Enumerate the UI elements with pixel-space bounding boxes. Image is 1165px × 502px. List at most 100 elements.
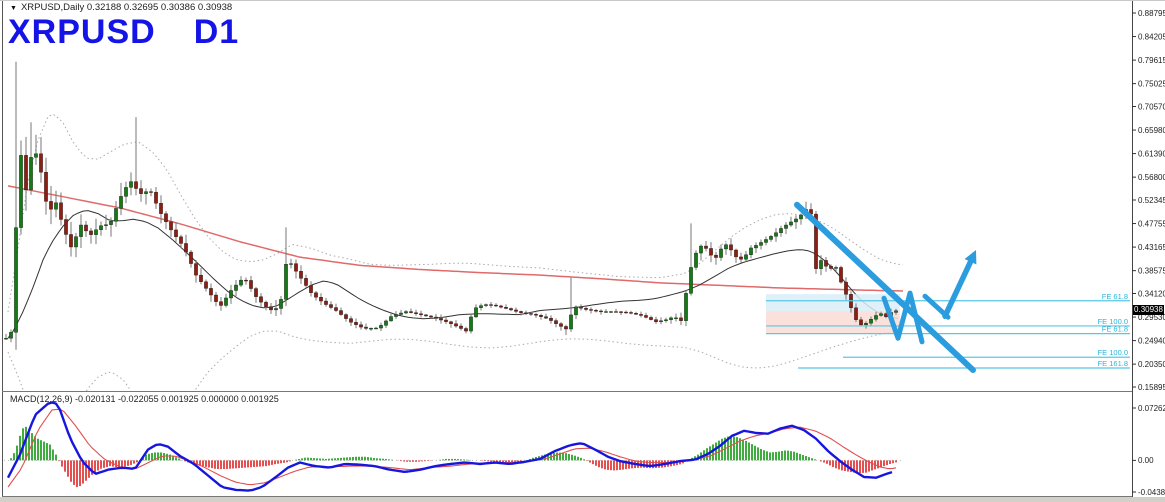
- candle: [309, 281, 313, 297]
- macd-main-line[interactable]: [6, 401, 893, 492]
- candle: [719, 244, 723, 261]
- candle: [14, 61, 18, 350]
- candle: [794, 215, 798, 229]
- candle: [199, 268, 203, 285]
- candle: [639, 311, 643, 318]
- candle: [149, 188, 153, 197]
- candle: [334, 303, 338, 313]
- candle: [49, 186, 53, 225]
- candle: [24, 136, 28, 211]
- candle: [764, 236, 768, 246]
- candle: [239, 276, 243, 287]
- macd-pane[interactable]: [4, 401, 902, 492]
- candle: [259, 293, 263, 307]
- candle: [174, 222, 178, 242]
- candle: [274, 299, 278, 316]
- window-bottom-edge: [0, 497, 1165, 502]
- candle: [154, 187, 158, 209]
- candle: [514, 307, 518, 314]
- candle: [289, 258, 293, 269]
- candle: [4, 333, 8, 340]
- last-price-badge: 0.30938: [1133, 305, 1164, 315]
- candle: [19, 140, 23, 235]
- up-arrow-head[interactable]: [964, 249, 977, 265]
- candle: [854, 303, 858, 323]
- candle: [319, 293, 323, 306]
- candle: [879, 311, 883, 317]
- candle: [574, 305, 578, 320]
- candle: [89, 227, 93, 244]
- candle: [269, 303, 273, 314]
- price-axis-label: 0.29530: [1138, 313, 1165, 322]
- candle: [84, 220, 88, 238]
- candle: [479, 303, 483, 311]
- candle: [244, 277, 248, 285]
- chevron-down-icon[interactable]: ▼: [10, 5, 17, 12]
- band-lower-dotted-line: [7, 330, 904, 391]
- macd-axis-label: -0.043867: [1138, 488, 1165, 497]
- candle: [819, 255, 823, 276]
- candle: [214, 291, 218, 307]
- price-axis-label: 0.38575: [1138, 266, 1165, 275]
- price-axis-label: 0.47755: [1138, 219, 1165, 228]
- candle: [304, 274, 308, 288]
- candle: [579, 304, 583, 311]
- candle: [364, 323, 368, 331]
- candle: [674, 313, 678, 322]
- candle: [564, 324, 568, 335]
- candle: [704, 240, 708, 252]
- price-axis-label: 0.24940: [1138, 336, 1165, 345]
- candle: [179, 234, 183, 249]
- price-axis[interactable]: 0.88795 0.84205 0.79615 0.75025 0.70570 0.659…: [1132, 9, 1165, 497]
- up-arrow-shaft[interactable]: [942, 259, 974, 319]
- zigzag-drawing[interactable]: [881, 290, 925, 345]
- watermark-timeframe: D1: [193, 13, 240, 51]
- price-pane[interactable]: [4, 61, 904, 451]
- candle: [724, 242, 728, 255]
- candle: [594, 308, 598, 313]
- chart-title-bar[interactable]: ▼ XRPUSD,Daily 0.32188 0.32695 0.30386 0.…: [10, 2, 232, 13]
- candle: [759, 239, 763, 250]
- price-axis-label: 0.84205: [1138, 32, 1165, 41]
- candle: [429, 315, 433, 319]
- candle: [534, 312, 538, 318]
- candle: [284, 227, 288, 307]
- candle: [39, 137, 43, 183]
- candle: [64, 214, 68, 245]
- down-trend-line[interactable]: [794, 201, 976, 373]
- fib-label: FE 100.0: [1098, 348, 1128, 357]
- candle: [424, 314, 428, 317]
- candle: [509, 307, 513, 312]
- ma-fast-black-line[interactable]: [7, 210, 899, 339]
- candle: [824, 257, 828, 272]
- candle: [219, 297, 223, 311]
- macd-signal-line[interactable]: [7, 408, 897, 488]
- candle: [139, 180, 143, 202]
- candle: [694, 250, 698, 271]
- candle: [449, 320, 453, 328]
- candle: [874, 311, 878, 322]
- candle: [544, 313, 548, 319]
- candle: [864, 321, 868, 329]
- candle: [644, 312, 648, 319]
- candle: [624, 310, 628, 314]
- candle: [209, 283, 213, 302]
- candle: [419, 310, 423, 318]
- ma-slow-red-line[interactable]: [7, 185, 904, 292]
- candle: [474, 304, 478, 318]
- candle: [549, 315, 553, 324]
- candle: [329, 301, 333, 310]
- candle: [254, 286, 258, 303]
- candle: [619, 310, 623, 316]
- candle: [614, 308, 618, 313]
- supply-zone-blue[interactable]: [766, 294, 900, 312]
- price-axis-label: 0.20350: [1138, 360, 1165, 369]
- watermark-symbol: XRPUSD: [8, 13, 156, 51]
- candle: [129, 172, 133, 196]
- candle: [394, 311, 398, 319]
- candle: [389, 313, 393, 322]
- candle: [114, 200, 118, 227]
- candle: [524, 310, 528, 316]
- candle: [499, 304, 503, 309]
